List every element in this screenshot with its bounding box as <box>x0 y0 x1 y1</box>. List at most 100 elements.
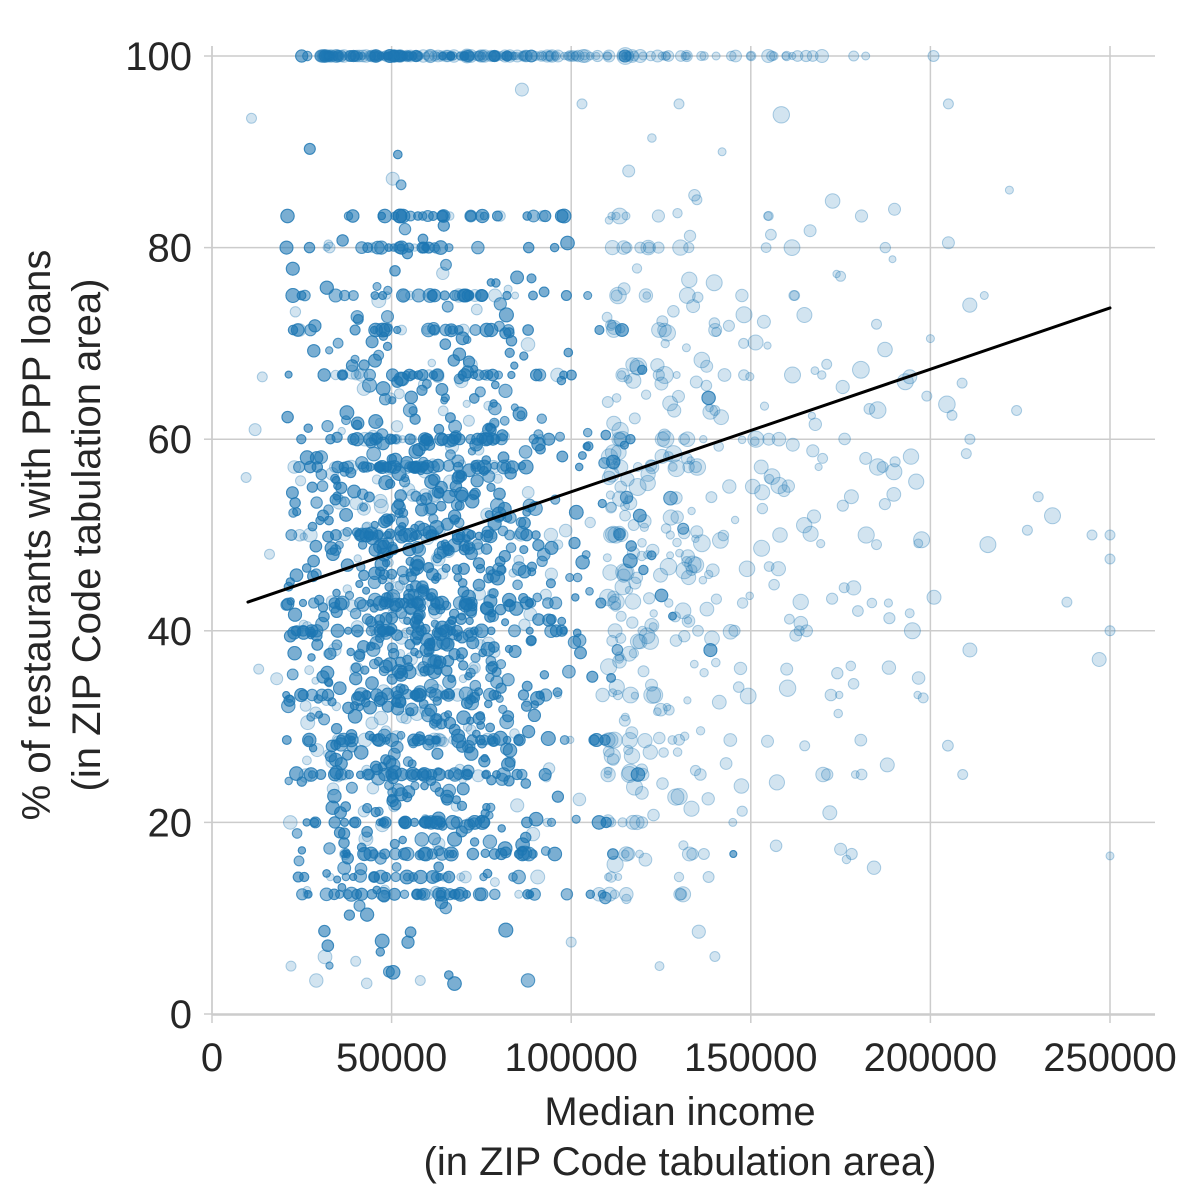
data-point <box>563 347 574 358</box>
data-point <box>432 553 443 564</box>
data-point <box>540 731 556 746</box>
data-point <box>439 338 452 351</box>
data-point <box>499 415 510 426</box>
data-point <box>368 871 381 883</box>
data-point <box>366 446 382 462</box>
data-point <box>363 368 376 382</box>
data-point <box>463 357 478 373</box>
data-point <box>373 539 388 554</box>
data-point <box>348 435 357 444</box>
data-point <box>442 637 453 648</box>
data-point <box>418 846 434 862</box>
data-point <box>455 331 470 346</box>
data-point <box>421 814 430 822</box>
data-point <box>284 370 293 379</box>
data-point <box>456 782 470 796</box>
data-point <box>373 624 387 638</box>
data-point <box>286 597 295 606</box>
data-point <box>402 654 413 665</box>
data-point <box>437 219 450 232</box>
data-point <box>321 939 335 953</box>
data-point <box>540 731 556 746</box>
data-point <box>456 872 466 882</box>
data-point <box>396 324 408 336</box>
data-point <box>281 735 292 745</box>
data-point <box>361 831 373 843</box>
data-point <box>358 569 370 582</box>
data-point <box>325 739 339 753</box>
data-point <box>501 757 516 772</box>
data-point <box>306 631 315 640</box>
data-point <box>394 580 406 591</box>
data-point <box>371 293 387 309</box>
data-point <box>417 579 429 592</box>
data-point <box>468 661 481 675</box>
data-point <box>466 734 478 746</box>
data-point <box>370 688 384 702</box>
data-point <box>368 733 377 742</box>
data-point <box>428 370 438 380</box>
data-point <box>428 636 443 651</box>
data-point <box>470 303 483 316</box>
data-point <box>472 439 482 449</box>
data-point <box>330 623 345 638</box>
data-point <box>391 692 403 704</box>
data-point <box>499 431 511 442</box>
data-point <box>432 620 441 630</box>
data-point <box>309 816 322 829</box>
data-point <box>522 324 534 336</box>
data-point <box>423 888 434 900</box>
data-point <box>415 663 428 677</box>
data-point <box>342 849 351 859</box>
data-point <box>306 712 316 722</box>
data-point <box>375 417 384 427</box>
data-point <box>542 762 556 775</box>
data-point <box>514 82 529 97</box>
data-point <box>388 648 400 660</box>
data-point <box>489 399 498 408</box>
data-point <box>359 502 369 512</box>
data-point <box>502 592 517 608</box>
data-point <box>325 739 339 753</box>
data-point <box>405 707 415 717</box>
data-point <box>358 462 368 472</box>
data-point <box>483 572 494 584</box>
data-point <box>419 704 432 717</box>
data-point <box>589 733 604 747</box>
data-point <box>370 520 379 530</box>
data-point <box>522 211 533 221</box>
data-point <box>435 718 447 730</box>
data-point <box>329 493 342 506</box>
data-point <box>374 691 388 706</box>
data-point <box>568 536 581 550</box>
data-point <box>328 816 341 829</box>
data-point <box>519 596 534 610</box>
data-point <box>294 688 309 702</box>
data-point <box>330 623 345 638</box>
data-point <box>513 733 526 747</box>
data-point <box>469 393 480 404</box>
data-point <box>638 564 649 576</box>
data-point <box>391 529 403 541</box>
data-point <box>378 596 392 610</box>
data-point <box>432 553 443 564</box>
data-point <box>284 370 293 379</box>
data-point <box>399 459 414 475</box>
data-point <box>584 516 596 529</box>
data-point <box>505 598 514 608</box>
data-point <box>393 149 403 160</box>
data-point <box>518 459 534 475</box>
data-point <box>285 261 300 276</box>
data-point <box>424 561 435 572</box>
data-point <box>530 368 543 382</box>
data-point <box>360 665 370 675</box>
data-point <box>509 728 520 739</box>
data-point <box>485 722 496 733</box>
data-point <box>544 567 559 581</box>
data-point <box>434 626 444 636</box>
data-point <box>405 290 415 301</box>
data-point <box>479 322 494 338</box>
data-point <box>365 716 379 730</box>
data-point <box>575 555 590 570</box>
data-point <box>461 589 477 605</box>
